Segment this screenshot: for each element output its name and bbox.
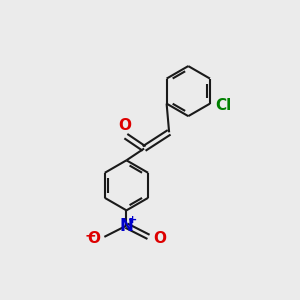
Text: +: + — [128, 215, 137, 225]
Text: O: O — [87, 231, 100, 246]
Text: O: O — [118, 118, 131, 133]
Text: Cl: Cl — [215, 98, 232, 112]
Text: O: O — [153, 231, 166, 246]
Text: −: − — [84, 229, 96, 243]
Text: N: N — [119, 217, 134, 235]
